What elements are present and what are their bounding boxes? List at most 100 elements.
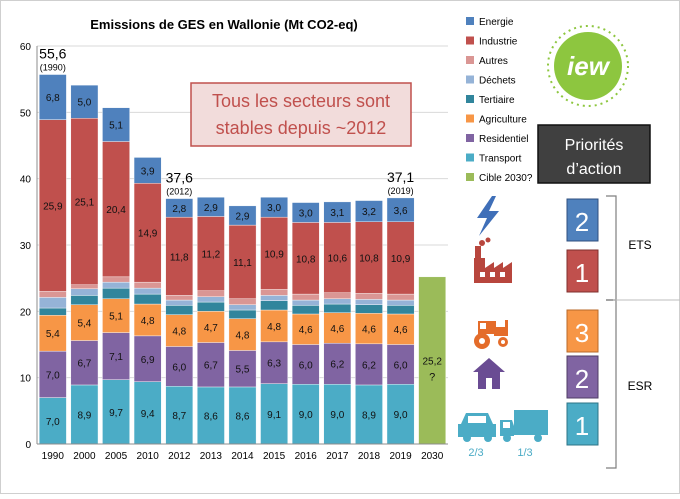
legend-swatch-transport [466, 153, 474, 162]
bar-dechets-2015 [260, 295, 288, 301]
esr-label: ESR [628, 379, 653, 393]
legend-label-transport: Transport [479, 154, 522, 165]
x-tick-label: 2017 [326, 451, 349, 462]
chart-title: Emissions de GES en Wallonie (Mt CO2-eq) [90, 17, 358, 32]
legend-swatch-cible-2030 [466, 173, 474, 181]
bar-autres-2005 [102, 276, 130, 283]
priorities-title-line-2: d’action [566, 161, 621, 178]
data-label-energie-2010: 3,9 [141, 166, 155, 177]
bar-autres-2014 [228, 298, 257, 305]
data-label-transport-2000: 8,9 [77, 410, 91, 421]
data-label-agriculture-2017: 4,6 [330, 324, 344, 335]
bar-dechets-2016 [291, 299, 320, 306]
bar-dechets-2000 [70, 288, 99, 296]
truck-icon [500, 410, 548, 442]
data-label-energie-2016: 3,0 [299, 208, 313, 219]
data-label-agriculture-1990: 5,4 [46, 329, 60, 340]
priorities-title-line-1: Priorités [565, 137, 624, 154]
data-label-transport-2018: 8,9 [362, 410, 376, 421]
bar-tertiaire-2012 [165, 305, 194, 315]
bar-energie-2005 [102, 107, 130, 142]
data-label-residentiel-2012: 6,0 [172, 362, 186, 373]
data-label-industrie-1990: 25,9 [43, 202, 63, 213]
x-axis: 1990 2000 2005 2010 2012 2013 2014 2015 2016 2017… [37, 443, 448, 462]
bar-tertiaire-2010 [133, 293, 162, 305]
legend-swatch-residentiel [466, 134, 474, 142]
y-axis: 0 10 20 30 40 50 60 [20, 42, 38, 451]
bar-agriculture-2018 [355, 313, 383, 345]
bar-tertiaire-2014 [228, 309, 257, 319]
data-label-agriculture-2013: 4,7 [204, 323, 218, 334]
data-label-industrie-2013: 11,2 [202, 250, 221, 261]
y-tick-label: 60 [20, 42, 32, 53]
bar-industrie-2005 [102, 141, 130, 278]
data-label-agriculture-2012: 4,8 [172, 327, 186, 338]
bar-transport-2010 [133, 381, 162, 445]
bar-dechets-2018 [355, 299, 383, 305]
bar-energie-2000 [70, 84, 99, 119]
data-label-agriculture-2015: 4,8 [267, 322, 281, 333]
legend-swatch-autres [466, 56, 474, 64]
bar-residentiel-2000 [70, 340, 99, 386]
target-note: ? [429, 371, 435, 383]
data-label-residentiel-2016: 6,0 [299, 360, 313, 371]
callout-line-1: Tous les secteurs sont [212, 91, 390, 111]
bar-transport-2018 [355, 384, 383, 445]
bar-energie-2019 [386, 197, 415, 222]
lightning-icon [477, 196, 499, 236]
svg-text:2: 2 [575, 207, 589, 237]
x-tick-label: 2018 [358, 451, 381, 462]
legend-label-cible-2030: Cible 2030? [479, 173, 533, 184]
bar-autres-2000 [70, 284, 99, 289]
bar-tertiaire-2000 [70, 295, 99, 305]
callout-line-2: stables depuis ~2012 [216, 118, 387, 138]
bar-autres-1990 [39, 291, 67, 298]
bar-residentiel-2005 [102, 332, 130, 380]
bar-tertiaire-1990 [39, 307, 67, 316]
bar-residentiel-2014 [228, 350, 257, 388]
bar-industrie-1990 [39, 119, 67, 292]
bar-energie-1990 [39, 74, 67, 120]
svg-text:1: 1 [575, 258, 589, 288]
callout-box [190, 82, 412, 147]
data-label-energie-2005: 5,1 [109, 121, 123, 132]
legend-label-dechets: Déchets [479, 76, 516, 87]
car-share-label: 2/3 [468, 447, 483, 459]
bar-agriculture-2016 [291, 313, 320, 345]
bar-autres-2010 [133, 281, 162, 289]
legend-label-residentiel: Residentiel [479, 134, 528, 145]
bar-tertiaire-2017 [323, 303, 352, 313]
data-label-industrie-2019: 10,9 [391, 254, 411, 265]
bar-agriculture-2017 [323, 312, 352, 344]
bar-transport-1990 [39, 397, 67, 445]
legend: Energie Industrie Autres Déchets Tertiaire Ag… [466, 17, 533, 184]
legend-swatch-dechets [466, 75, 474, 84]
data-label-residentiel-2018: 6,2 [362, 360, 376, 371]
data-label-energie-2013: 2,9 [204, 203, 218, 214]
bar-energie-2015 [260, 197, 288, 218]
total-label-1990: 55,6 [39, 46, 66, 62]
data-label-energie-2018: 3,2 [362, 207, 376, 218]
bar-industrie-2016 [291, 222, 320, 295]
bar-energie-2014 [228, 205, 257, 226]
bar-industrie-2000 [70, 118, 99, 286]
data-label-transport-2005: 9,7 [109, 408, 123, 419]
bar-agriculture-2019 [386, 313, 415, 345]
iew-logo: iew [547, 25, 629, 107]
legend-swatch-tertiaire [466, 95, 474, 103]
data-label-residentiel-2019: 6,0 [394, 360, 408, 371]
legend-swatch-energie [466, 17, 474, 25]
bar-autres-2018 [355, 293, 383, 300]
bar-residentiel-2013 [197, 342, 225, 388]
bar-transport-2012 [165, 386, 194, 445]
bar-residentiel-2010 [133, 335, 162, 382]
bar-dechets-2013 [197, 296, 225, 303]
total-label-2012: 37,6 [166, 170, 193, 186]
bar-residentiel-2012 [165, 346, 194, 387]
car-icon [458, 413, 496, 442]
bar-residentiel-2015 [260, 341, 288, 384]
data-label-transport-2016: 9,0 [299, 410, 313, 421]
bar-dechets-2019 [386, 299, 415, 306]
total-sublabel-1990: (1990) [40, 63, 66, 73]
